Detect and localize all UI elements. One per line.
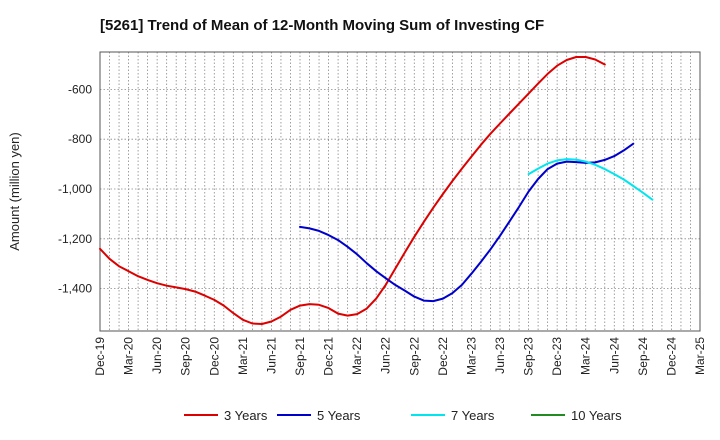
series-line-3-years	[99, 56, 606, 325]
plot-background	[100, 52, 700, 331]
legend-label: 3 Years	[224, 408, 268, 423]
chart-title: [5261] Trend of Mean of 12-Month Moving …	[100, 17, 544, 34]
x-tick-label: Sep-24	[636, 337, 650, 376]
x-tick-label: Jun-21	[264, 337, 278, 374]
x-tick-label: Sep-20	[179, 337, 193, 376]
legend-label: 5 Years	[317, 408, 361, 423]
x-tick-label: Mar-23	[464, 337, 478, 375]
x-tick-label: Sep-21	[293, 337, 307, 376]
x-tick-label: Jun-22	[379, 337, 393, 374]
y-tick-label: -1,200	[58, 232, 92, 246]
x-tick-label: Dec-19	[93, 337, 107, 376]
x-tick-label: Mar-22	[350, 337, 364, 375]
y-axis-label: Amount (million yen)	[7, 132, 22, 251]
x-tick-label: Dec-20	[207, 337, 221, 376]
x-tick-label: Mar-21	[236, 337, 250, 375]
series-line-5-years	[299, 142, 635, 303]
plot-frame	[99, 51, 701, 332]
legend-label: 10 Years	[571, 408, 622, 423]
x-tick-label: Dec-22	[436, 337, 450, 376]
y-tick-label: -1,000	[58, 182, 92, 196]
x-tick-label: Mar-25	[693, 337, 707, 375]
x-tick-label: Dec-23	[550, 337, 564, 376]
x-tick-label: Jun-23	[493, 337, 507, 374]
x-tick-label: Mar-24	[579, 337, 593, 375]
legend: 3 Years 5 Years 7 Years 10 Years	[184, 408, 622, 423]
x-tick-label: Dec-24	[664, 337, 678, 376]
x-tick-label: Sep-22	[407, 337, 421, 376]
legend-label: 7 Years	[451, 408, 495, 423]
x-tick-label: Sep-23	[522, 337, 536, 376]
x-tick-label: Jun-20	[150, 337, 164, 374]
y-tick-label: -800	[68, 132, 92, 146]
x-tick-label: Jun-24	[607, 337, 621, 374]
x-tick-label: Mar-20	[122, 337, 136, 375]
y-tick-label: -600	[68, 82, 92, 96]
series-line-7-years	[527, 158, 654, 201]
plot-area: -600 -800 -1,000 -1,200 -1,400 Dec-19 Mar-20 Ju…	[58, 51, 707, 376]
x-tick-label: Dec-21	[322, 337, 336, 376]
y-tick-label: -1,400	[58, 282, 92, 296]
